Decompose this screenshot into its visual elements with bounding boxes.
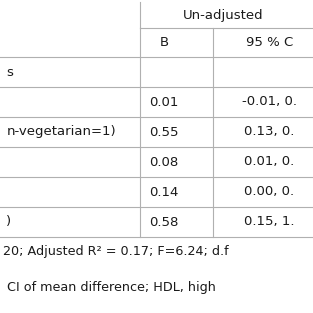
Text: 0.01: 0.01 bbox=[149, 95, 179, 109]
Text: 0.00, 0.: 0.00, 0. bbox=[244, 186, 294, 198]
Text: 0.01, 0.: 0.01, 0. bbox=[244, 156, 295, 168]
Text: 95 % C: 95 % C bbox=[246, 36, 293, 49]
Text: 20; Adjusted R² = 0.17; F=6.24; d.f: 20; Adjusted R² = 0.17; F=6.24; d.f bbox=[3, 245, 229, 258]
Text: s: s bbox=[6, 65, 13, 79]
Text: n-vegetarian=1): n-vegetarian=1) bbox=[6, 126, 116, 138]
Text: CI of mean difference; HDL, high: CI of mean difference; HDL, high bbox=[3, 281, 216, 294]
Text: 0.15, 1.: 0.15, 1. bbox=[244, 215, 295, 228]
Text: ): ) bbox=[6, 215, 11, 228]
Text: 0.14: 0.14 bbox=[149, 186, 179, 198]
Text: Un-adjusted: Un-adjusted bbox=[183, 8, 264, 22]
Text: 0.55: 0.55 bbox=[149, 126, 179, 138]
Text: 0.08: 0.08 bbox=[149, 156, 179, 168]
Text: -0.01, 0.: -0.01, 0. bbox=[242, 95, 297, 109]
Text: 0.58: 0.58 bbox=[149, 215, 179, 228]
Text: B: B bbox=[159, 36, 168, 49]
Text: 0.13, 0.: 0.13, 0. bbox=[244, 126, 295, 138]
